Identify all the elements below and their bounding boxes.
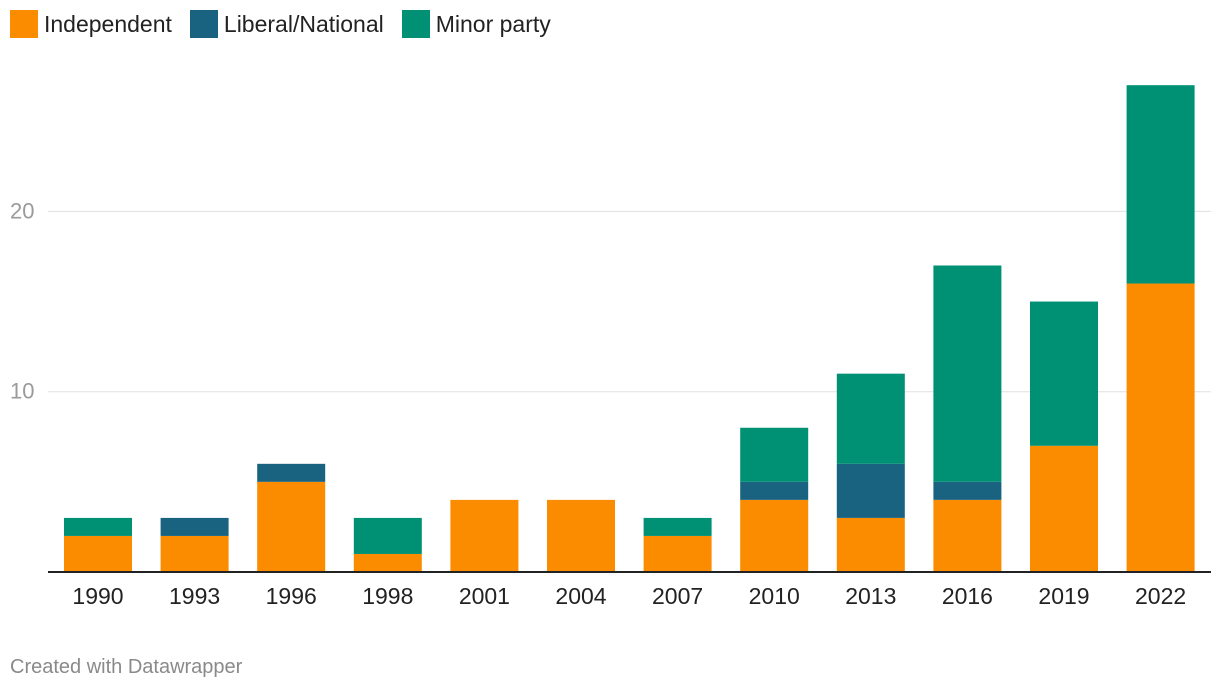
bar-1990-independent (64, 535, 132, 572)
x-tick-label-1990: 1990 (72, 583, 123, 609)
x-tick-label-1996: 1996 (266, 583, 317, 609)
bar-1998-independent (353, 553, 422, 572)
bar-2001-independent (450, 499, 519, 572)
bar-2004-independent (547, 499, 615, 572)
legend-label-liberal-national: Liberal/National (223, 10, 384, 37)
bar-2019-minor-party (1030, 301, 1098, 446)
y-tick-label-10: 10 (10, 379, 34, 404)
bar-1998-minor-party (353, 517, 422, 554)
bar-2013-independent (836, 517, 905, 572)
bar-2022-minor-party (1126, 85, 1195, 284)
legend-label-independent: Independent (44, 10, 172, 37)
bar-1990-minor-party (64, 517, 132, 536)
bar-1996-independent (257, 481, 326, 572)
legend-item-independent: Independent (10, 10, 172, 38)
x-tick-label-2016: 2016 (942, 583, 993, 609)
bar-2013-liberal-national (836, 463, 905, 518)
legend-swatch-liberal-national (189, 10, 218, 38)
x-tick-label-2022: 2022 (1135, 583, 1186, 609)
y-tick-label-20: 20 (10, 198, 34, 223)
legend-label-minor-party: Minor party (435, 10, 551, 37)
legend-item-liberal-national: Liberal/National (189, 10, 384, 38)
legend: Independent Liberal/National Minor party (10, 10, 551, 38)
legend-item-minor-party: Minor party (401, 10, 551, 38)
x-tick-label-1993: 1993 (169, 583, 220, 609)
stacked-bar-chart: 10 20 1990 1993 1996 1998 2001 2004 2007 2010 2013… (10, 85, 1211, 609)
legend-swatch-independent (10, 10, 38, 38)
x-tick-label-2013: 2013 (845, 583, 896, 609)
bar-1996-liberal-national (257, 463, 326, 482)
bar-2016-independent (933, 499, 1002, 572)
x-tick-label-2010: 2010 (749, 583, 800, 609)
x-tick-label-2001: 2001 (459, 583, 510, 609)
x-tick-label-2004: 2004 (555, 583, 606, 609)
bar-2007-minor-party (643, 517, 712, 536)
x-tick-label-2007: 2007 (652, 583, 703, 609)
bar-2007-independent (643, 535, 712, 572)
x-tick-label-2019: 2019 (1038, 583, 1089, 609)
bar-2019-independent (1030, 445, 1098, 572)
bar-2010-liberal-national (740, 481, 809, 500)
footer-credit: Created with Datawrapper (10, 656, 243, 678)
bar-2022-independent (1126, 283, 1195, 572)
bar-2016-liberal-national (933, 481, 1002, 500)
bar-2010-minor-party (740, 427, 809, 482)
bar-2010-independent (740, 499, 809, 572)
bar-1993-independent (160, 535, 229, 572)
bar-2013-minor-party (836, 373, 905, 464)
bar-2016-minor-party (933, 265, 1002, 482)
bar-1993-liberal-national (160, 517, 229, 536)
legend-swatch-minor-party (401, 10, 430, 38)
x-tick-label-1998: 1998 (362, 583, 413, 609)
